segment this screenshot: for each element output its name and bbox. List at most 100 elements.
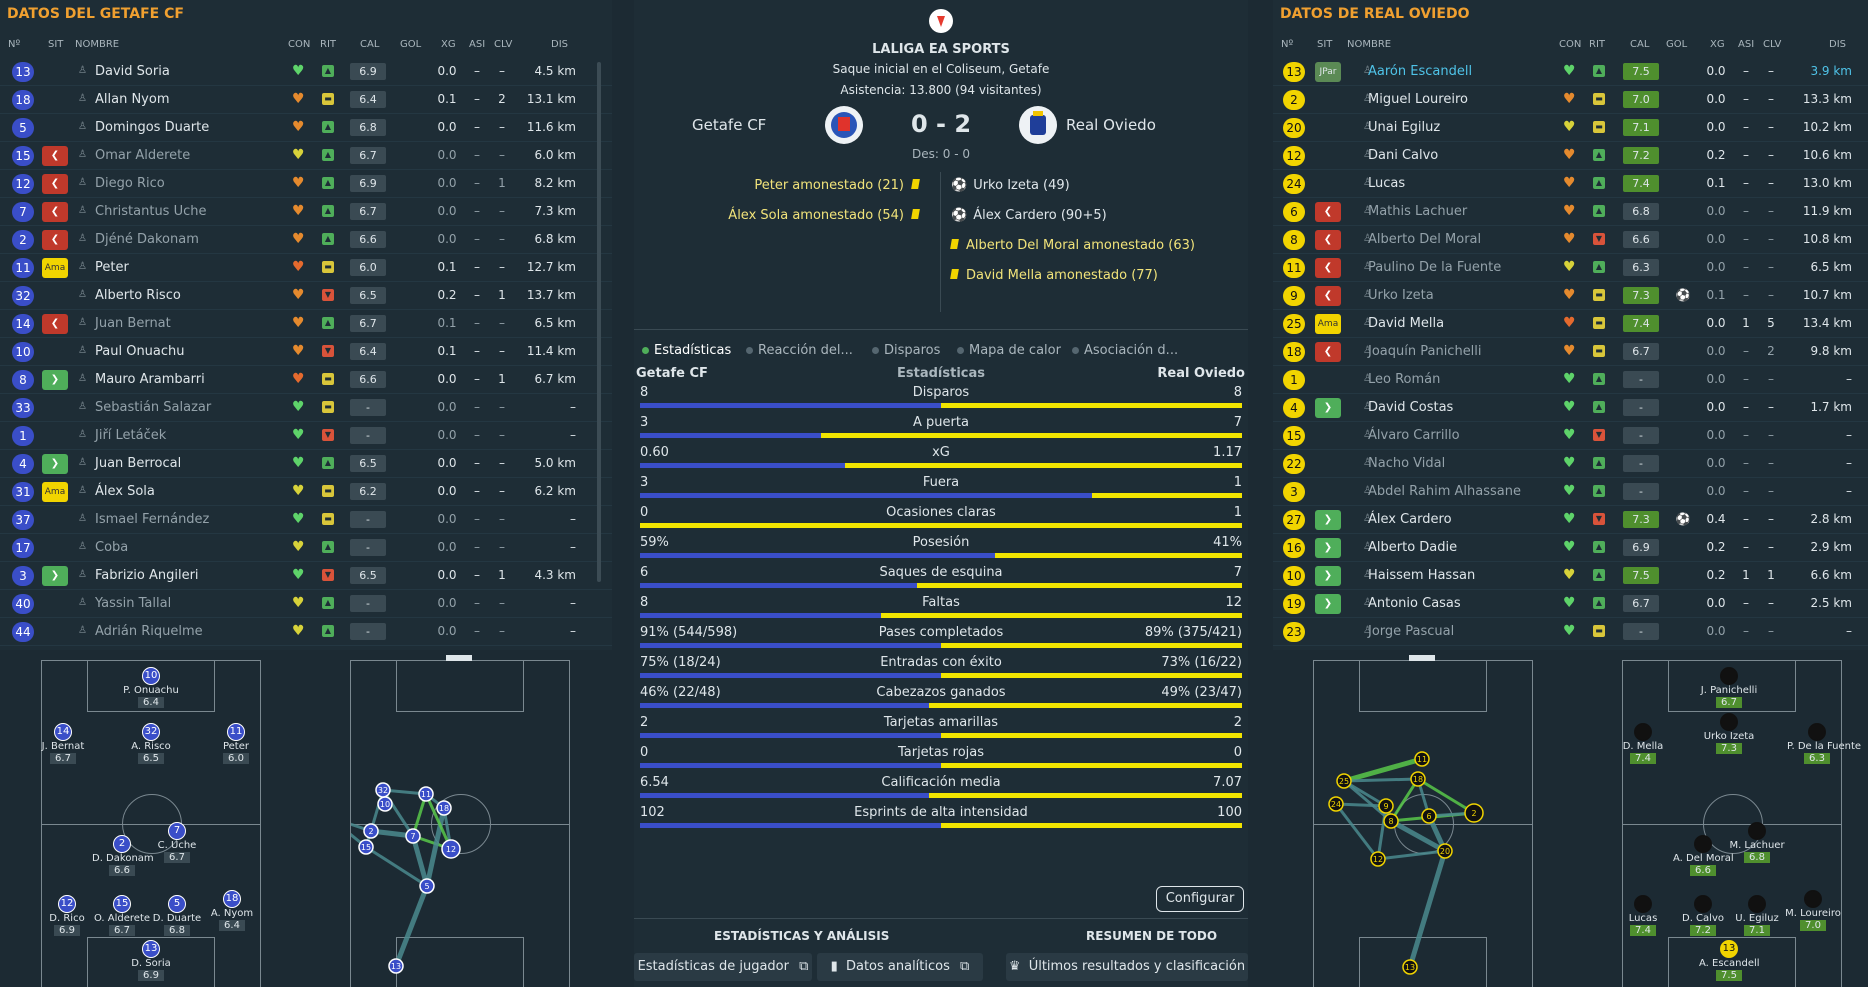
player-name[interactable]: Joaquín Panichelli [1368, 344, 1482, 359]
formation-player[interactable]: U. Egiluz 7.1 [1727, 895, 1787, 936]
player-name[interactable]: Diego Rico [95, 176, 165, 191]
col-xg[interactable]: XG [441, 39, 456, 50]
results-button[interactable]: ♛ Últimos resultados y clasificación [1006, 953, 1248, 981]
tab-1[interactable]: Reacción del... [746, 343, 853, 358]
player-row[interactable]: 15 ♙ Álvaro Carrillo ♥ ▼ - 0.0 – – – [1273, 422, 1868, 450]
network-node[interactable]: 24 [1328, 796, 1344, 812]
player-row[interactable]: 20 ♙ Unai Egiluz ♥ ▬ 7.1 0.0 – – 10.2 km [1273, 114, 1868, 142]
col-rit[interactable]: RIT [1589, 39, 1606, 50]
player-row[interactable]: 1 ♙ Leo Román ♥ ▲ - 0.0 – – – [1273, 366, 1868, 394]
formation-player[interactable]: 14 J. Bernat 6.7 [33, 723, 93, 764]
col-clv[interactable]: CLV [1763, 39, 1782, 50]
analytics-button[interactable]: ▮ Datos analíticos ⧉ [817, 953, 983, 981]
player-row[interactable]: 12 ❮ ♙ Diego Rico ♥ ▲ 6.9 0.0 – 1 8.2 km [0, 170, 612, 198]
network-node[interactable]: 7 [405, 828, 421, 844]
formation-player[interactable]: 7 C. Uche 6.7 [147, 822, 207, 863]
col-gol[interactable]: GOL [400, 39, 422, 50]
formation-player[interactable]: M. Lachuer 6.8 [1727, 822, 1787, 863]
player-name[interactable]: Mathis Lachuer [1368, 204, 1468, 219]
player-row[interactable]: 8 ❯ ♙ Mauro Arambarri ♥ ▬ 6.6 0.0 – 1 6.7 km [0, 366, 612, 394]
player-row[interactable]: 2 ♙ Miguel Loureiro ♥ ▬ 7.0 0.0 – – 13.3 km [1273, 86, 1868, 114]
player-row[interactable]: 3 ♙ Abdel Rahim Alhassane ♥ ▲ - 0.0 – – – [1273, 478, 1868, 506]
formation-player[interactable]: 18 A. Nyom 6.4 [202, 890, 262, 931]
player-name[interactable]: Adrián Riquelme [95, 624, 203, 639]
player-stats-button[interactable]: Estadísticas de jugador ⧉ [634, 953, 812, 981]
player-name[interactable]: Álex Sola [95, 484, 155, 499]
col-gol[interactable]: GOL [1666, 39, 1688, 50]
col-con[interactable]: CON [288, 39, 311, 50]
formation-player[interactable]: 13 A. Escandell 7.5 [1699, 940, 1760, 981]
player-name[interactable]: Paul Onuachu [95, 344, 185, 359]
player-name[interactable]: Peter [95, 260, 129, 275]
player-name[interactable]: Sebastián Salazar [95, 400, 212, 415]
player-name[interactable]: Coba [95, 540, 129, 555]
col-dis[interactable]: DIS [1829, 39, 1846, 50]
player-name[interactable]: Mauro Arambarri [95, 372, 205, 387]
col-con[interactable]: CON [1559, 39, 1582, 50]
player-name[interactable]: Allan Nyom [95, 92, 170, 107]
player-row[interactable]: 22 ♙ Nacho Vidal ♥ ▲ - 0.0 – – – [1273, 450, 1868, 478]
col-cal[interactable]: CAL [1630, 39, 1650, 50]
player-row[interactable]: 7 ❮ ♙ Christantus Uche ♥ ▲ 6.7 0.0 – – 7.3 km [0, 198, 612, 226]
col-sit[interactable]: SIT [48, 39, 64, 50]
player-name[interactable]: Miguel Loureiro [1368, 92, 1468, 107]
formation-player[interactable]: D. Calvo 7.2 [1673, 895, 1733, 936]
player-row[interactable]: 11 Ama ♙ Peter ♥ ▬ 6.0 0.1 – – 12.7 km [0, 254, 612, 282]
col-clv[interactable]: CLV [494, 39, 513, 50]
network-node[interactable]: 13 [1402, 959, 1418, 975]
player-name[interactable]: Domingos Duarte [95, 120, 210, 135]
player-name[interactable]: David Soria [95, 64, 170, 79]
player-name[interactable]: Aarón Escandell [1368, 64, 1473, 79]
home-team-name[interactable]: Getafe CF [692, 116, 767, 134]
player-name[interactable]: Jorge Pascual [1368, 624, 1455, 639]
formation-player[interactable]: 32 A. Risco 6.5 [121, 723, 181, 764]
player-name[interactable]: Juan Berrocal [95, 456, 182, 471]
formation-player[interactable]: 15 O. Alderete 6.7 [92, 895, 152, 936]
tab-0[interactable]: Estadísticas [642, 343, 731, 358]
player-name[interactable]: David Costas [1368, 400, 1454, 415]
col-xg[interactable]: XG [1710, 39, 1725, 50]
player-row[interactable]: 6 ❮ ♙ Mathis Lachuer ♥ ▲ 6.8 0.0 – – 11.9 km [1273, 198, 1868, 226]
player-name[interactable]: Leo Román [1368, 372, 1441, 387]
player-row[interactable]: 11 ❮ ♙ Paulino De la Fuente ♥ ▲ 6.3 0.0 – – 6.5 km [1273, 254, 1868, 282]
player-name[interactable]: Juan Bernat [95, 316, 171, 331]
network-node[interactable]: 12 [441, 839, 461, 859]
player-name[interactable]: Álex Cardero [1368, 512, 1452, 527]
player-name[interactable]: Dani Calvo [1368, 148, 1439, 163]
player-row[interactable]: 27 ❯ ♙ Álex Cardero ♥ ▼ 7.3 ⚽ 0.4 – – 2.8 km [1273, 506, 1868, 534]
player-name[interactable]: Alberto Dadie [1368, 540, 1458, 555]
player-row[interactable]: 14 ❮ ♙ Juan Bernat ♥ ▲ 6.7 0.1 – – 6.5 km [0, 310, 612, 338]
formation-player[interactable]: Lucas 7.4 [1613, 895, 1673, 936]
player-name[interactable]: Alberto Risco [95, 288, 181, 303]
col-name[interactable]: NOMBRE [1347, 39, 1392, 50]
player-name[interactable]: Fabrizio Angileri [95, 568, 199, 583]
network-node[interactable]: 15 [358, 839, 374, 855]
formation-player[interactable]: 11 Peter 6.0 [206, 723, 266, 764]
formation-player[interactable]: 13 D. Soria 6.9 [121, 940, 181, 981]
formation-player[interactable]: 5 D. Duarte 6.8 [147, 895, 207, 936]
player-name[interactable]: Omar Alderete [95, 148, 191, 163]
player-row[interactable]: 17 ♙ Coba ♥ ▲ - 0.0 – – – [0, 534, 612, 562]
player-row[interactable]: 18 ♙ Allan Nyom ♥ ▬ 6.4 0.1 – 2 13.1 km [0, 86, 612, 114]
player-row[interactable]: 25 Ama ♙ David Mella ♥ ▬ 7.4 0.0 1 5 13.4 km [1273, 310, 1868, 338]
player-row[interactable]: 19 ❯ ♙ Antonio Casas ♥ ▲ 6.7 0.0 – – 2.5 km [1273, 590, 1868, 618]
player-row[interactable]: 23 ♙ Jorge Pascual ♥ ▬ - 0.0 – – – [1273, 618, 1868, 646]
player-row[interactable]: 15 ❮ ♙ Omar Alderete ♥ ▲ 6.7 0.0 – – 6.0 km [0, 142, 612, 170]
tab-2[interactable]: Disparos [872, 343, 940, 358]
player-row[interactable]: 32 ♙ Alberto Risco ♥ ▼ 6.5 0.2 – 1 13.7 km [0, 282, 612, 310]
player-name[interactable]: Alberto Del Moral [1368, 232, 1482, 247]
player-row[interactable]: 4 ❯ ♙ Juan Berrocal ♥ ▲ 6.5 0.0 – – 5.0 km [0, 450, 612, 478]
col-cal[interactable]: CAL [360, 39, 380, 50]
player-name[interactable]: Haissem Hassan [1368, 568, 1476, 583]
player-name[interactable]: Nacho Vidal [1368, 456, 1446, 471]
player-row[interactable]: 40 ♙ Yassin Tallal ♥ ▲ - 0.0 – – – [0, 590, 612, 618]
formation-player[interactable]: A. Del Moral 6.6 [1673, 835, 1734, 876]
player-row[interactable]: 16 ❯ ♙ Alberto Dadie ♥ ▲ 6.9 0.2 – – 2.9 km [1273, 534, 1868, 562]
network-node[interactable]: 5 [419, 878, 435, 894]
network-node[interactable]: 10 [377, 796, 393, 812]
player-name[interactable]: Abdel Rahim Alhassane [1368, 484, 1521, 499]
player-row[interactable]: 10 ❯ ♙ Haissem Hassan ♥ ▲ 7.5 0.2 1 1 6.6 km [1273, 562, 1868, 590]
configure-button[interactable]: Configurar [1156, 886, 1244, 912]
home-scrollbar[interactable] [597, 62, 601, 582]
formation-player[interactable]: 10 P. Onuachu 6.4 [121, 667, 181, 708]
